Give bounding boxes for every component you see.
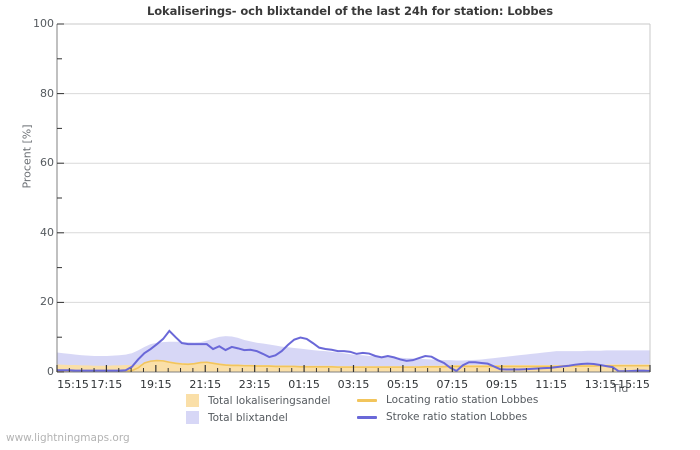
legend-label-stroke-ratio: Stroke ratio station Lobbes — [386, 411, 528, 423]
x-tick-12: 15:15 — [618, 378, 650, 391]
legend-line-locating-ratio — [357, 398, 377, 402]
x-tick-1: 17:15 — [90, 378, 123, 391]
y-tick-80: 80 — [40, 86, 54, 100]
y-tick-20: 20 — [40, 295, 54, 309]
x-tick-0: 15:15 — [57, 378, 89, 391]
x-tick-8: 07:15 — [436, 378, 469, 391]
legend-swatch-total-stroke — [186, 411, 199, 424]
watermark: www.lightningmaps.org — [6, 432, 130, 444]
x-tick-10: 11:15 — [535, 378, 568, 391]
x-tick-2: 19:15 — [139, 378, 172, 391]
legend-label-locating-ratio: Locating ratio station Lobbes — [386, 394, 539, 406]
x-tick-5: 01:15 — [288, 378, 320, 391]
y-tick-60: 60 — [40, 156, 54, 170]
x-axis-label: Tid — [612, 382, 629, 395]
legend-label-total-locating: Total lokaliseringsandel — [208, 394, 331, 407]
x-tick-11: 13:15 — [584, 378, 617, 391]
legend-item-stroke-ratio: Stroke ratio station Lobbes — [357, 411, 527, 423]
x-tick-3: 21:15 — [189, 378, 222, 391]
legend-item-total-locating: Total lokaliseringsandel — [186, 394, 330, 407]
y-tick-40: 40 — [40, 225, 54, 239]
chart-legend: Total lokaliseringsandel Total blixtande… — [186, 394, 656, 426]
x-tick-7: 05:15 — [387, 378, 419, 391]
y-tick-100: 100 — [33, 17, 54, 30]
chart-title: Lokaliserings- och blixtandel of the las… — [147, 4, 553, 18]
y-tick-0: 0 — [47, 365, 54, 378]
legend-item-total-stroke: Total blixtandel — [186, 411, 288, 424]
legend-label-total-stroke: Total blixtandel — [208, 411, 288, 424]
x-tick-4: 23:15 — [238, 378, 271, 391]
legend-line-stroke-ratio — [357, 415, 377, 419]
plot-background — [57, 24, 650, 372]
x-tick-9: 09:15 — [485, 378, 518, 391]
legend-item-locating-ratio: Locating ratio station Lobbes — [357, 394, 538, 406]
x-tick-6: 03:15 — [337, 378, 370, 391]
y-axis-tick-labels: 0 20 40 60 80 100 — [16, 0, 54, 450]
legend-swatch-total-locating — [186, 394, 199, 407]
